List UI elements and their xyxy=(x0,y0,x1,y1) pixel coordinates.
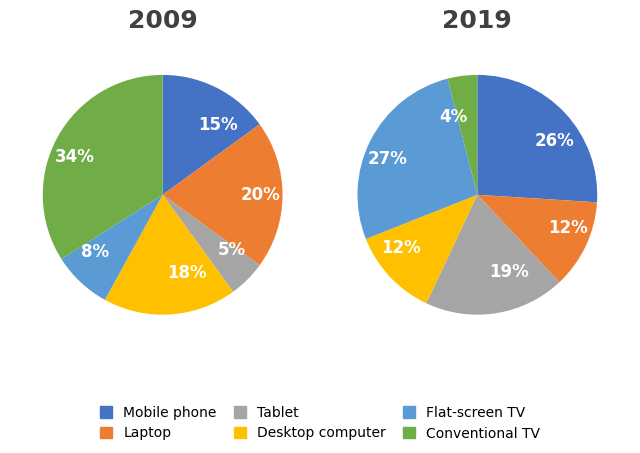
Wedge shape xyxy=(358,79,477,239)
Title: 2019: 2019 xyxy=(442,9,512,33)
Text: 19%: 19% xyxy=(490,263,529,281)
Text: 12%: 12% xyxy=(381,239,420,257)
Wedge shape xyxy=(366,195,477,303)
Wedge shape xyxy=(43,75,163,259)
Wedge shape xyxy=(477,75,597,202)
Wedge shape xyxy=(163,124,282,265)
Wedge shape xyxy=(105,195,233,315)
Text: 12%: 12% xyxy=(548,219,588,237)
Text: 27%: 27% xyxy=(368,150,408,169)
Wedge shape xyxy=(447,75,477,195)
Text: 8%: 8% xyxy=(81,243,109,260)
Title: 2009: 2009 xyxy=(128,9,198,33)
Wedge shape xyxy=(61,195,163,300)
Text: 5%: 5% xyxy=(218,241,246,259)
Text: 18%: 18% xyxy=(168,264,207,282)
Legend: Mobile phone, Laptop, Tablet, Desktop computer, Flat-screen TV, Conventional TV: Mobile phone, Laptop, Tablet, Desktop co… xyxy=(94,400,546,446)
Wedge shape xyxy=(163,75,260,195)
Wedge shape xyxy=(426,195,559,315)
Wedge shape xyxy=(477,195,597,282)
Text: 26%: 26% xyxy=(534,132,574,150)
Text: 4%: 4% xyxy=(439,108,468,126)
Wedge shape xyxy=(163,195,260,292)
Text: 20%: 20% xyxy=(241,186,280,204)
Text: 15%: 15% xyxy=(198,116,237,135)
Text: 34%: 34% xyxy=(54,148,94,166)
